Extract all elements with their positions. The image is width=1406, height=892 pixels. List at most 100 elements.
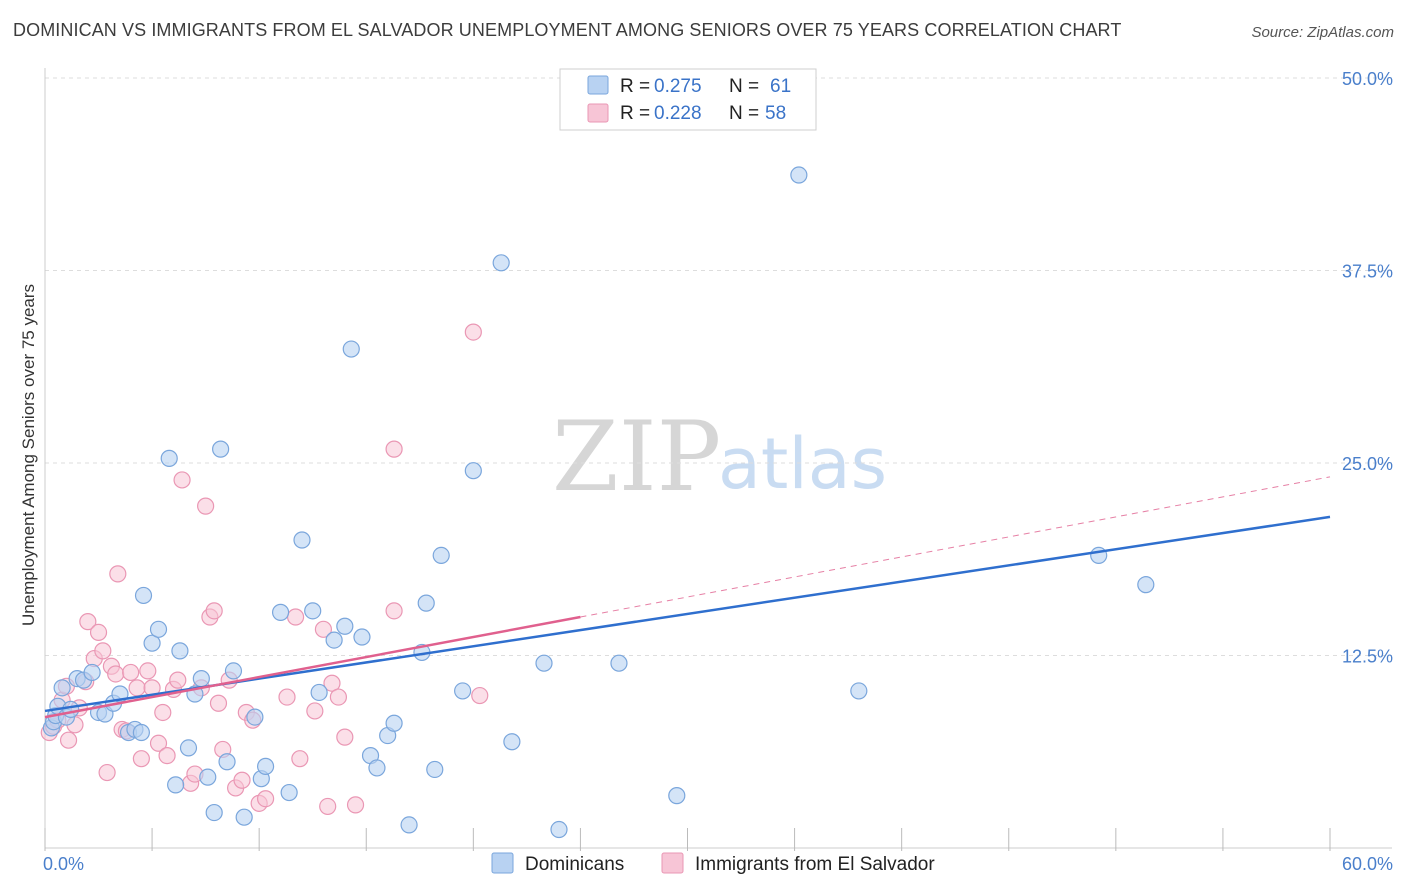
data-point-dominicans (400, 816, 418, 834)
source-credit: Source: ZipAtlas.com (1251, 24, 1394, 41)
data-point-dominicans (280, 783, 298, 802)
data-point-salvador (205, 602, 223, 620)
data-point-salvador (306, 702, 324, 720)
data-point-dominicans (132, 723, 150, 742)
data-point-salvador (94, 642, 112, 660)
data-point-dominicans (353, 628, 371, 646)
data-point-dominicans (205, 803, 223, 822)
data-point-dominicans (167, 776, 185, 794)
data-point-dominicans (83, 663, 101, 682)
data-point-salvador (132, 750, 150, 768)
data-point-salvador (169, 671, 187, 689)
data-point-dominicans (426, 760, 444, 779)
data-point-salvador (209, 694, 228, 712)
data-point-dominicans (368, 759, 386, 777)
data-point-salvador (158, 746, 176, 765)
data-point-salvador (89, 623, 108, 642)
bottom-legend-label-salvador: Immigrants from El Salvador (695, 854, 935, 875)
data-point-dominicans (256, 757, 275, 775)
gridlines (45, 77, 1392, 656)
legend-swatch-dominicans (587, 75, 609, 95)
bottom-legend-label-dominicans: Dominicans (525, 854, 624, 875)
x-tick-label: 60.0% (1342, 854, 1393, 874)
data-point-dominicans (417, 594, 435, 612)
data-point-salvador (464, 323, 482, 341)
y-axis-tick-labels: 12.5% 25.0% 37.5% 50.0% (1342, 69, 1393, 667)
bottom-legend: Dominicans Immigrants from El Salvador (491, 852, 935, 875)
data-point-dominicans (336, 617, 354, 635)
data-point-dominicans (53, 679, 71, 697)
data-point-salvador (385, 440, 403, 458)
legend-n-label-dominicans: N = (729, 76, 759, 97)
legend-n-value-dominicans: 61 (770, 76, 791, 97)
data-point-salvador (286, 608, 305, 626)
top-legend: R = 0.275 N = 61 R = 0.228 N = 58 (559, 68, 817, 131)
chart-title: DOMINICAN VS IMMIGRANTS FROM EL SALVADOR… (13, 20, 1122, 40)
legend-n-label-salvador: N = (729, 103, 759, 124)
data-point-salvador (79, 613, 97, 631)
x-tick-label: 0.0% (43, 854, 84, 874)
data-point-salvador (173, 471, 191, 489)
data-point-dominicans (790, 166, 808, 184)
y-tick-label: 50.0% (1342, 69, 1393, 89)
data-point-salvador (139, 662, 157, 680)
data-point-salvador (109, 565, 127, 583)
data-point-dominicans (304, 602, 322, 620)
data-point-dominicans (235, 808, 253, 826)
data-point-dominicans (62, 700, 80, 719)
data-point-dominicans (171, 642, 189, 660)
data-point-dominicans (503, 733, 521, 751)
data-point-dominicans (310, 683, 328, 702)
data-point-dominicans (143, 634, 161, 652)
data-point-dominicans (385, 714, 403, 732)
data-point-salvador (471, 686, 489, 705)
data-point-salvador (346, 796, 365, 814)
watermark-atlas: atlas (718, 423, 887, 505)
data-point-dominicans (492, 254, 510, 272)
series-dominicans-points (42, 166, 1155, 839)
data-point-salvador (323, 674, 341, 692)
legend-r-value-dominicans: 0.275 (654, 76, 702, 97)
trend-line-dominicans (44, 515, 1331, 713)
data-point-dominicans (246, 708, 264, 726)
data-point-salvador (233, 771, 251, 789)
data-point-dominicans (850, 682, 868, 700)
watermark: ZIP atlas (552, 401, 887, 513)
data-point-dominicans (271, 603, 290, 621)
watermark-zip: ZIP (552, 401, 721, 513)
y-tick-label: 12.5% (1342, 647, 1393, 667)
data-point-salvador (154, 703, 172, 722)
legend-n-value-salvador: 58 (765, 103, 786, 124)
data-point-salvador (98, 763, 116, 782)
y-tick-label: 25.0% (1342, 454, 1393, 474)
data-point-salvador (314, 620, 333, 638)
data-point-dominicans (610, 654, 628, 672)
data-point-dominicans (160, 449, 178, 467)
data-point-dominicans (535, 654, 553, 672)
data-point-dominicans (149, 620, 168, 638)
trend-lines (44, 476, 1331, 719)
data-point-salvador (278, 688, 296, 706)
legend-r-label-dominicans: R = (620, 76, 650, 97)
data-point-dominicans (192, 669, 210, 688)
data-point-salvador (256, 790, 275, 808)
legend-r-value-salvador: 0.228 (654, 103, 702, 124)
data-point-salvador (122, 663, 140, 682)
data-point-dominicans (668, 787, 686, 805)
axes (44, 68, 1392, 849)
legend-r-label-salvador: R = (620, 103, 650, 124)
data-point-dominicans (325, 631, 343, 649)
data-point-dominicans (293, 531, 311, 549)
data-point-dominicans (342, 340, 360, 358)
data-point-salvador (107, 665, 125, 683)
data-point-dominicans (454, 682, 472, 700)
data-point-salvador (59, 731, 78, 749)
data-point-salvador (336, 728, 354, 746)
bottom-legend-swatch-salvador (661, 852, 684, 874)
bottom-legend-swatch-dominicans (491, 852, 514, 874)
data-point-dominicans (218, 753, 236, 771)
data-point-dominicans (464, 462, 482, 480)
data-point-dominicans (179, 739, 198, 757)
data-point-dominicans (212, 440, 230, 458)
